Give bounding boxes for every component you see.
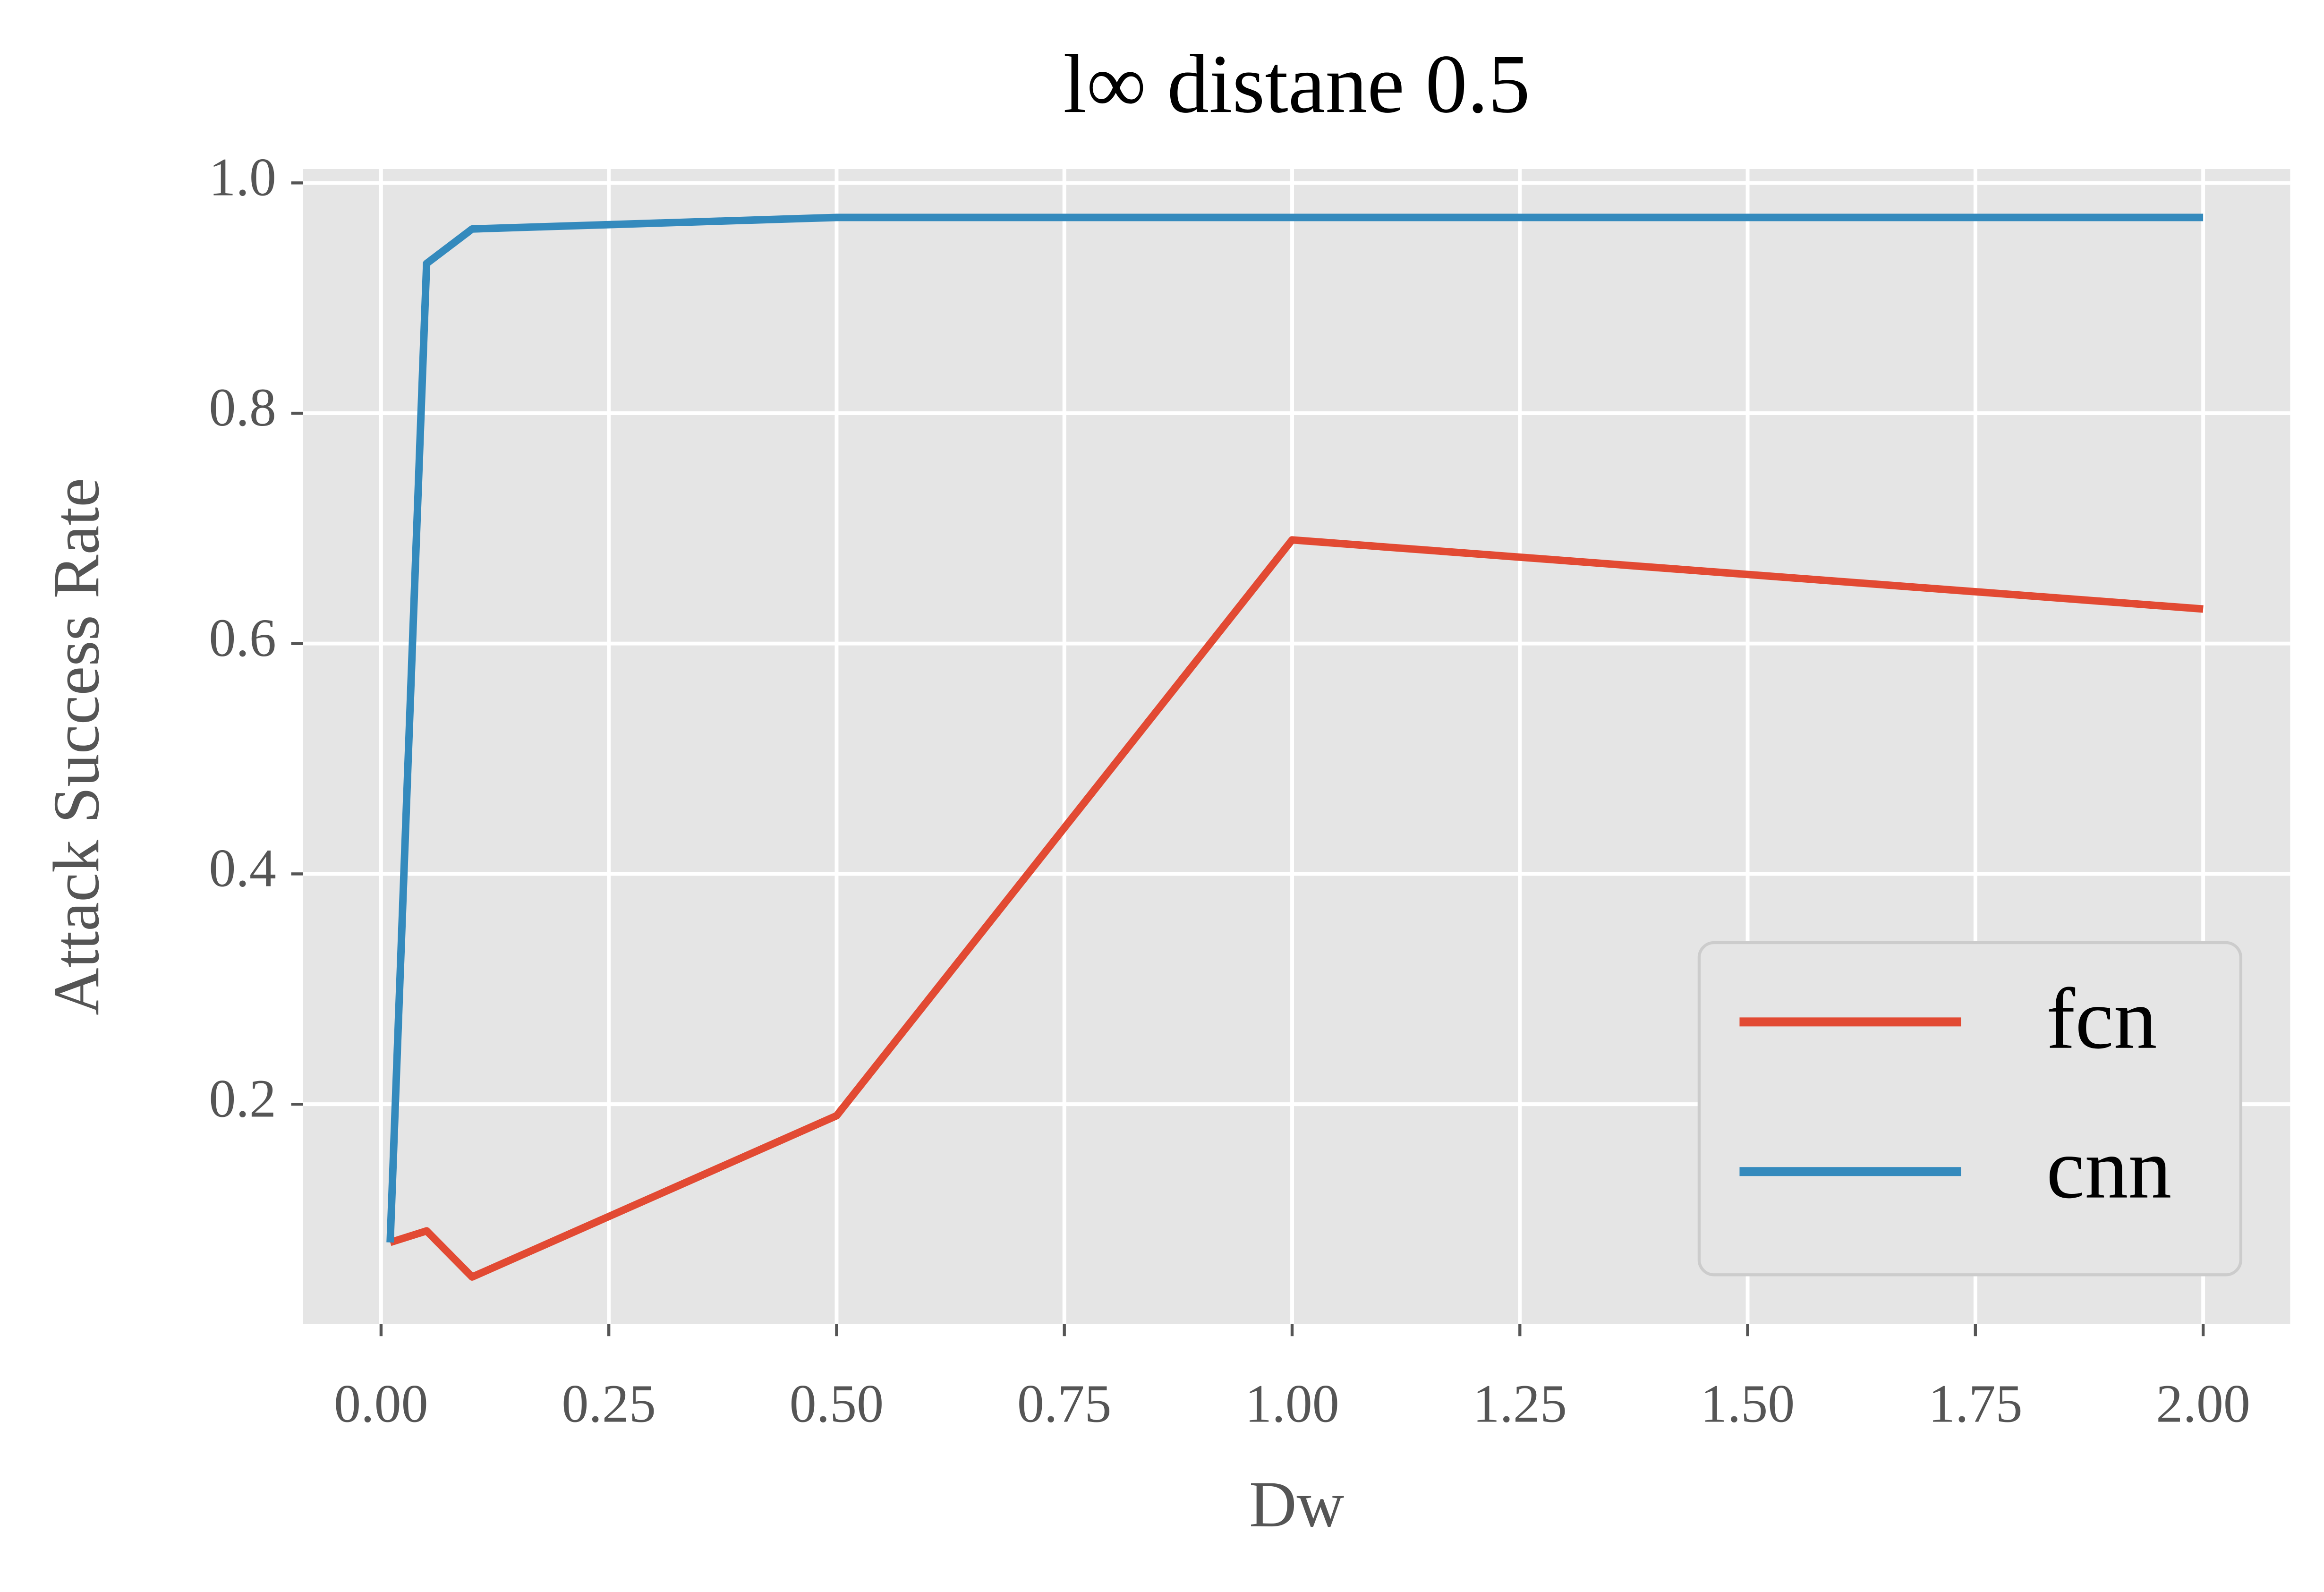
x-tick-label: 1.00 — [1245, 1374, 1339, 1434]
lines — [386, 213, 2204, 1281]
y-tick-label: 0.4 — [209, 838, 276, 898]
chart-title: l∞ distane 0.5 — [1063, 38, 1530, 130]
series-line — [389, 536, 2204, 1281]
x-tick-label: 0.25 — [562, 1374, 656, 1434]
series-line — [386, 213, 2204, 1243]
x-axis-label: Dw — [1249, 1468, 1345, 1541]
x-tick-label: 1.75 — [1928, 1374, 2023, 1434]
x-tick-label: 0.00 — [334, 1374, 428, 1434]
y-tick-label: 1.0 — [209, 147, 276, 207]
x-tick-label: 2.00 — [2156, 1374, 2250, 1434]
x-tick-label: 0.50 — [790, 1374, 884, 1434]
y-tick-label: 0.6 — [209, 608, 276, 668]
legend: fcn cnn — [1697, 941, 2242, 1277]
legend-label: cnn — [2046, 1120, 2171, 1217]
y-tick-label: 0.8 — [209, 377, 276, 437]
legend-label: fcn — [2046, 971, 2157, 1067]
x-tick-label: 1.50 — [1701, 1374, 1795, 1434]
x-tick-label: 0.75 — [1017, 1374, 1112, 1434]
y-axis-label: Attack Success Rate — [40, 478, 113, 1015]
x-tick-label: 1.25 — [1473, 1374, 1567, 1434]
legend-box — [1697, 941, 2242, 1277]
y-tick-label: 0.2 — [209, 1068, 276, 1128]
